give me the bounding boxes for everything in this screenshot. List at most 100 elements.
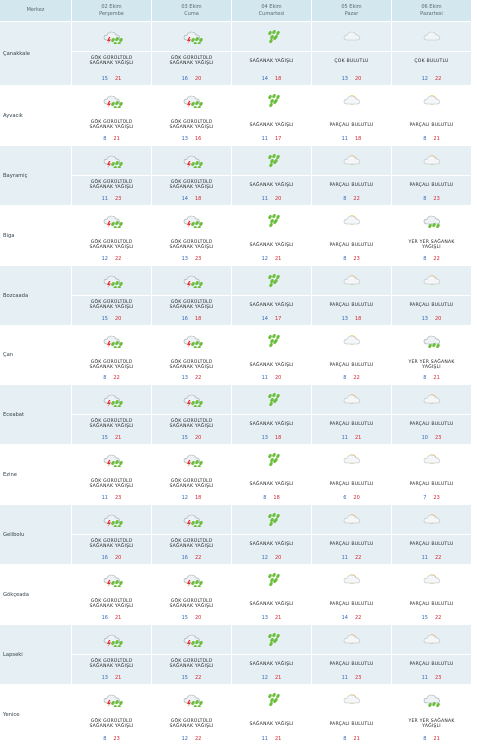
temperature-range: 11 21 — [312, 435, 391, 441]
day-date: 02 Ekim — [101, 4, 122, 10]
forecast-icon-cell — [72, 146, 151, 175]
day-date: 06 Ekim — [421, 4, 442, 10]
day-weekday: Pazar — [344, 11, 359, 17]
condition-text: PARÇALI BULUTLU — [409, 542, 454, 547]
forecast-info-cell: PARÇALI BULUTLU 11 23 — [312, 655, 391, 684]
day-date: 03 Ekim — [181, 4, 202, 10]
forecast-info-cell: GÖK GÜRÜLTÜLÜ SAĞANAK YAĞIŞLI 16 18 — [152, 296, 231, 325]
condition-text: GÖK GÜRÜLTÜLÜ SAĞANAK YAĞIŞLI — [169, 719, 214, 729]
forecast-icon-cell — [72, 445, 151, 474]
temperature-min: 14 — [181, 196, 188, 202]
forecast-icon-cell — [152, 326, 231, 355]
forecast-icon-cell — [392, 326, 471, 355]
temperature-min: 13 — [341, 316, 348, 322]
temperature-max: 23 — [433, 196, 440, 202]
condition-text: GÖK GÜRÜLTÜLÜ SAĞANAK YAĞIŞLI — [89, 240, 134, 250]
forecast-icon-cell — [72, 685, 151, 714]
temperature-min: 11 — [421, 555, 428, 561]
temperature-max: 20 — [353, 495, 360, 501]
forecast-info-cell: GÖK GÜRÜLTÜLÜ SAĞANAK YAĞIŞLI 15 20 — [152, 415, 231, 444]
temperature-range: 13 21 — [72, 675, 151, 681]
forecast-icon-cell — [312, 206, 391, 235]
temperature-range: 8 22 — [312, 196, 391, 202]
forecast-icon-cell — [72, 86, 151, 115]
forecast-info-cell: GÖK GÜRÜLTÜLÜ SAĞANAK YAĞIŞLI 12 18 — [152, 475, 231, 504]
forecast-icon-cell — [312, 685, 391, 714]
condition-text: PARÇALI BULUTLU — [329, 363, 374, 368]
condition-text: GÖK GÜRÜLTÜLÜ SAĞANAK YAĞIŞLI — [89, 719, 134, 729]
thunder-rain-icon — [101, 451, 123, 470]
temperature-range: 16 18 — [152, 316, 231, 322]
temperature-range: 11 22 — [392, 555, 471, 561]
temperature-min: 8 — [103, 736, 107, 742]
thunder-rain-icon — [181, 332, 203, 351]
forecast-icon-cell — [312, 505, 391, 534]
rain-shower-icon — [261, 571, 283, 587]
temperature-range: 13 23 — [152, 256, 231, 262]
forecast-info-cell: GÖK GÜRÜLTÜLÜ SAĞANAK YAĞIŞLI 11 23 — [72, 176, 151, 205]
temperature-range: 15 20 — [152, 435, 231, 441]
partly-cloudy-icon — [421, 511, 443, 527]
location-name: Ayvacık — [3, 113, 23, 119]
partly-cloudy-icon — [341, 212, 363, 228]
forecast-icon-cell — [152, 625, 231, 654]
condition-text: GÖK GÜRÜLTÜLÜ SAĞANAK YAĞIŞLI — [169, 479, 214, 489]
location-name: Biga — [3, 233, 15, 239]
temperature-max: 22 — [435, 615, 442, 621]
temperature-min: 15 — [101, 435, 108, 441]
temperature-range: 15 20 — [72, 316, 151, 322]
temperature-range: 8 21 — [312, 736, 391, 742]
condition-text: SAĞANAK YAĞIŞLI — [249, 662, 294, 667]
condition-text: GÖK GÜRÜLTÜLÜ SAĞANAK YAĞIŞLI — [169, 300, 214, 310]
temperature-range: 11 22 — [312, 555, 391, 561]
temperature-max: 18 — [355, 316, 362, 322]
partly-cloudy-icon — [341, 451, 363, 467]
forecast-icon-cell — [152, 445, 231, 474]
condition-text: SAĞANAK YAĞIŞLI — [249, 482, 294, 487]
condition-text: GÖK GÜRÜLTÜLÜ SAĞANAK YAĞIŞLI — [169, 419, 214, 429]
condition-text: SAĞANAK YAĞIŞLI — [249, 722, 294, 727]
temperature-range: 13 20 — [312, 76, 391, 82]
temperature-min: 11 — [261, 375, 268, 381]
condition-text: PARÇALI BULUTLU — [329, 123, 374, 128]
temperature-range: 12 22 — [72, 256, 151, 262]
condition-text: GÖK GÜRÜLTÜLÜ SAĞANAK YAĞIŞLI — [169, 120, 214, 130]
temperature-range: 14 18 — [232, 76, 311, 82]
location-name-cell: Gökçeada — [0, 565, 71, 624]
condition-text: PARÇALI BULUTLU — [409, 422, 454, 427]
condition-text: SAĞANAK YAĞIŞLI — [249, 243, 294, 248]
condition-text: GÖK GÜRÜLTÜLÜ SAĞANAK YAĞIŞLI — [169, 360, 214, 370]
temperature-min: 11 — [341, 435, 348, 441]
temperature-range: 11 23 — [312, 675, 391, 681]
partly-cloudy-icon — [341, 511, 363, 527]
forecast-icon-cell — [232, 685, 311, 714]
forecast-icon-cell — [72, 326, 151, 355]
temperature-range: 15 21 — [72, 76, 151, 82]
scattered-shower-icon — [421, 691, 443, 712]
day-header-3: 04 Ekim Cumartesi — [232, 0, 311, 21]
temperature-max: 22 — [195, 736, 202, 742]
location-name-cell: Çanakkale — [0, 22, 71, 85]
forecast-info-cell: GÖK GÜRÜLTÜLÜ SAĞANAK YAĞIŞLI 12 22 — [72, 236, 151, 265]
temperature-range: 15 22 — [152, 675, 231, 681]
temperature-min: 15 — [101, 76, 108, 82]
temperature-range: 8 23 — [72, 736, 151, 742]
temperature-min: 13 — [101, 675, 108, 681]
forecast-info-cell: SAĞANAK YAĞIŞLI 11 20 — [232, 356, 311, 384]
temperature-max: 20 — [115, 555, 122, 561]
location-name-cell: Gelibolu — [0, 505, 71, 564]
forecast-icon-cell — [232, 445, 311, 474]
temperature-max: 20 — [195, 76, 202, 82]
partly-cloudy-icon — [421, 571, 443, 587]
forecast-icon-cell — [232, 505, 311, 534]
rain-shower-icon — [261, 631, 283, 647]
forecast-icon-cell — [152, 685, 231, 714]
temperature-range: 15 22 — [392, 615, 471, 621]
temperature-min: 15 — [421, 615, 428, 621]
location-name: Lapseki — [3, 652, 23, 658]
temperature-max: 21 — [433, 136, 440, 142]
temperature-min: 8 — [103, 375, 107, 381]
day-date: 04 Ekim — [261, 4, 282, 10]
location-column-header: Merkez — [0, 0, 71, 21]
temperature-max: 23 — [353, 256, 360, 262]
